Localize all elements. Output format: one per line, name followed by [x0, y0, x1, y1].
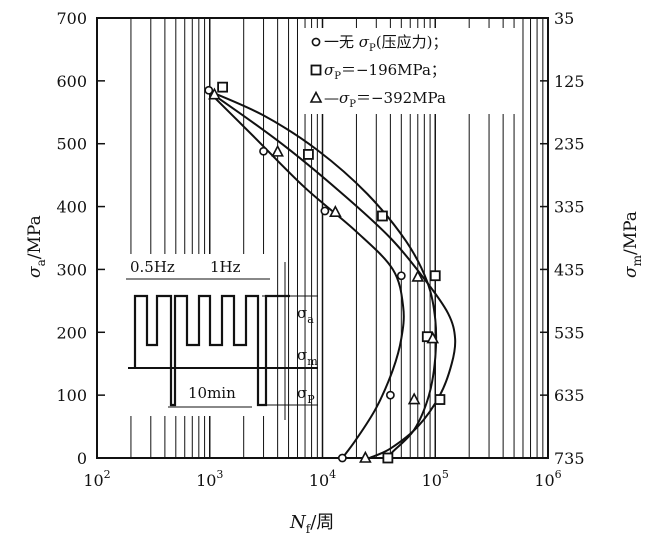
- marker-minus-392: [407, 392, 421, 405]
- y-tick-label: 200: [56, 323, 87, 342]
- marker-minus-196: [429, 270, 441, 282]
- legend-symbols: [309, 37, 323, 103]
- y2-tick-label: 125: [554, 72, 585, 91]
- y-tick-label: 600: [56, 72, 87, 91]
- marker-no-pressure: [259, 146, 268, 156]
- marker-minus-392: [271, 144, 284, 157]
- marker-minus-392: [329, 205, 342, 218]
- inset-duration-label: 10min: [188, 384, 236, 402]
- y2-tick-label: 335: [554, 198, 585, 217]
- y-axis-label: σa/MPa: [25, 215, 48, 278]
- legend-background: [300, 28, 515, 114]
- legend-entry-no-pressure: 一无 σP(压应力)；: [324, 33, 447, 54]
- marker-minus-392: [426, 331, 440, 344]
- legend-entry-196: σP＝−196MPa；: [324, 61, 446, 82]
- plot-frame: [96, 17, 549, 459]
- marker-minus-392: [411, 269, 425, 282]
- marker-no-pressure: [337, 453, 347, 463]
- marker-minus-196: [382, 452, 394, 464]
- curve-no-pressure: [206, 89, 405, 459]
- legend: 一无 σP(压应力)； σP＝−196MPa； —σP＝−392MPa: [300, 28, 515, 114]
- legend-marker-no-pressure: [311, 37, 321, 47]
- inset-waveform: [133, 294, 290, 407]
- x-tick-label: 106: [534, 468, 561, 490]
- y-tick-label: 400: [56, 198, 87, 217]
- inset-frequency-left: 0.5Hz: [130, 258, 175, 276]
- data-markers: [204, 81, 446, 464]
- y2-tick-label: 35: [554, 9, 574, 28]
- loading-waveform-inset: 0.5Hz 1Hz 10min σa σm σP: [125, 254, 318, 420]
- x-tick-label: 104: [309, 468, 336, 490]
- inset-dimension-lines: [126, 262, 318, 420]
- y-tick-label: 100: [56, 386, 87, 405]
- marker-no-pressure: [320, 206, 330, 216]
- inset-sigma-a-label: σa: [297, 304, 314, 326]
- y-tick-label: 300: [56, 260, 87, 279]
- y2-tick-label: 735: [554, 449, 585, 468]
- y2-tick-label: 235: [554, 135, 585, 154]
- y2-tick-label: 635: [554, 386, 585, 405]
- marker-no-pressure: [204, 85, 214, 95]
- x-tick-label: 105: [422, 468, 449, 490]
- marker-minus-196: [434, 394, 446, 405]
- legend-entry-392: —σP＝−392MPa: [324, 89, 446, 110]
- x-axis-label: Nf/周: [289, 512, 334, 536]
- axis-tick-labels: 0 100 200 300 400 500 600 700 735 635 535 435 335 235…: [56, 9, 584, 490]
- inset-sigma-p-label: σP: [297, 384, 315, 406]
- marker-minus-196: [303, 148, 314, 160]
- grid: [96, 17, 549, 459]
- right-axis-label: σm/MPa: [621, 211, 644, 278]
- marker-minus-196: [377, 210, 388, 222]
- inset-sigma-m-label: σm: [297, 346, 318, 368]
- marker-minus-392: [359, 450, 372, 463]
- x-tick-label: 102: [83, 468, 110, 490]
- marker-minus-392: [208, 87, 221, 100]
- x-tick-label: 103: [196, 468, 223, 490]
- marker-no-pressure: [385, 390, 395, 400]
- marker-minus-196: [217, 81, 228, 93]
- fitted-curves: [206, 89, 457, 459]
- inset-frequency-right: 1Hz: [210, 258, 241, 276]
- y2-tick-label: 535: [554, 323, 585, 342]
- legend-marker-minus-392: [309, 90, 323, 103]
- marker-no-pressure: [396, 271, 406, 281]
- y-tick-label: 0: [77, 449, 87, 468]
- y-tick-label: 500: [56, 135, 87, 154]
- y-tick-label: 700: [56, 9, 87, 28]
- legend-marker-minus-196: [310, 64, 322, 76]
- y2-tick-label: 435: [554, 260, 585, 279]
- curve-minus-392: [206, 89, 457, 459]
